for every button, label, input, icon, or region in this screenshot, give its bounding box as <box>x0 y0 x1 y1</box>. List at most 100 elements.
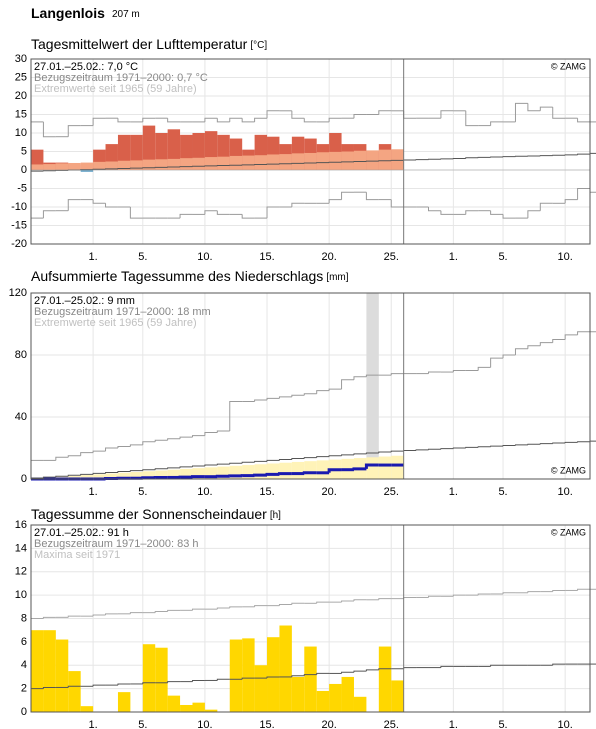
x-tick-label: 20. <box>321 486 336 498</box>
step-line <box>552 339 566 343</box>
step-line <box>254 117 268 122</box>
bar <box>279 625 292 712</box>
step-line <box>564 441 578 444</box>
bar <box>180 468 193 479</box>
y-tick-label: 15 <box>15 108 27 120</box>
y-tick-label: 0 <box>21 164 27 176</box>
step-line <box>67 474 81 477</box>
bar <box>242 638 255 712</box>
step-line <box>552 663 566 666</box>
step-line <box>477 366 491 371</box>
step-line <box>265 472 280 476</box>
step-line <box>465 110 479 127</box>
x-tick-label: 25. <box>384 719 399 729</box>
step-line <box>67 199 81 211</box>
step-line <box>117 683 131 686</box>
step-line <box>117 471 131 473</box>
annotation: 27.01.–25.02.: 7,0 °C <box>34 61 138 73</box>
step-line <box>352 467 367 471</box>
y-tick-label: 10 <box>15 589 27 601</box>
step-line <box>328 388 342 391</box>
step-line <box>539 106 553 111</box>
bar <box>31 630 44 712</box>
x-tick-label: 1. <box>89 719 98 729</box>
step-line <box>154 610 168 613</box>
bar <box>180 704 193 712</box>
y-tick-label: 0 <box>21 706 27 718</box>
x-tick-label: 25. <box>384 251 399 263</box>
title-unit: [h] <box>270 510 281 521</box>
step-line <box>67 615 81 618</box>
bar <box>254 155 268 170</box>
step-line <box>55 475 69 478</box>
y-tick-label: 14 <box>15 542 27 554</box>
x-tick-label: 10. <box>558 719 573 729</box>
step-line <box>291 458 305 460</box>
bar <box>192 702 205 712</box>
step-line <box>502 592 516 594</box>
bar <box>142 471 156 479</box>
step-line <box>452 594 466 597</box>
step-line <box>105 613 118 615</box>
step-line <box>191 608 205 611</box>
step-line <box>327 468 342 473</box>
step-line <box>278 603 292 606</box>
title-text: Tagessumme der Sonnenscheindauer <box>31 506 267 522</box>
station-elevation: 207 m <box>112 9 140 20</box>
bar <box>93 161 106 170</box>
y-tick-label: 12 <box>15 566 27 578</box>
annotation: Extremwerte seit 1965 (59 Jahre) <box>34 317 197 329</box>
step-line <box>105 203 118 208</box>
bar <box>204 709 218 712</box>
step-line <box>502 354 516 359</box>
step-line <box>428 207 441 212</box>
step-line <box>216 430 230 433</box>
step-line <box>589 440 596 442</box>
copyright: © ZAMG <box>551 61 586 71</box>
y-tick-label: -10 <box>11 201 27 213</box>
step-line <box>204 464 218 466</box>
bar <box>180 158 193 170</box>
step-line <box>266 206 280 219</box>
step-line <box>428 595 441 598</box>
bar <box>142 125 156 170</box>
step-line <box>440 210 454 215</box>
step-line <box>390 199 404 208</box>
step-line <box>353 670 367 673</box>
step-line <box>303 393 317 396</box>
chart: Tagessumme der Sonnenscheindauer [h] 0 2 4 6 8… <box>15 506 596 729</box>
step-line <box>191 679 205 682</box>
y-tick-label: 16 <box>15 519 27 531</box>
chart: Aufsummierte Tagessumme des Niederschlag… <box>9 268 596 498</box>
step-line <box>577 441 590 443</box>
y-tick-label: 8 <box>21 612 27 624</box>
step-line <box>302 471 317 475</box>
step-line <box>440 110 454 119</box>
step-line <box>278 458 292 461</box>
bar <box>229 155 243 170</box>
annotation: Extremwerte seit 1965 (59 Jahre) <box>34 83 197 95</box>
bar <box>167 158 181 170</box>
step-line <box>241 677 255 680</box>
bar <box>80 475 94 479</box>
step-line <box>154 468 168 470</box>
annotation: 27.01.–25.02.: 91 h <box>34 527 129 539</box>
annotation: Bezugszeitraum 1971–2000: 0,7 °C <box>34 72 208 84</box>
title-unit: [°C] <box>250 40 267 51</box>
station-name: Langenlois <box>31 5 105 21</box>
step-line <box>191 465 205 467</box>
bar <box>391 149 404 170</box>
bar <box>192 468 205 479</box>
step-line <box>105 471 118 474</box>
bar <box>229 639 243 712</box>
step-line <box>92 614 106 617</box>
step-line <box>179 466 193 468</box>
copyright: © ZAMG <box>551 465 586 475</box>
step-line <box>577 118 590 123</box>
y-tick-label: 120 <box>9 287 27 299</box>
y-tick-label: 80 <box>15 349 27 361</box>
x-tick-label: 1. <box>89 251 98 263</box>
step-line <box>80 452 94 456</box>
annotation: 27.01.–25.02.: 9 mm <box>34 295 135 307</box>
